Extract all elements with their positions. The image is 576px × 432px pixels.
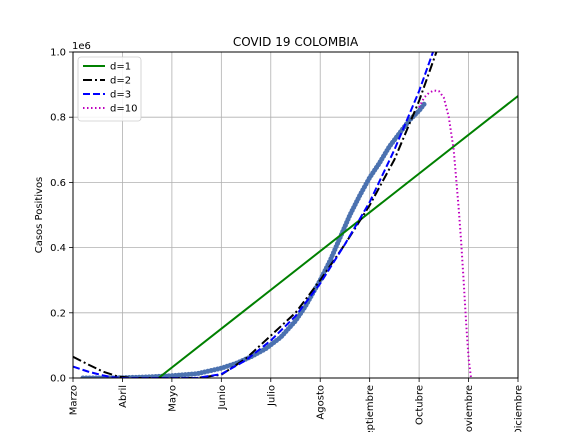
- x-tick-label: Agosto: [316, 385, 327, 420]
- y-axis: 0.0 0.2 0.4 0.6 0.8 1.0: [50, 48, 73, 385]
- x-tick-label: Mayo: [167, 385, 178, 412]
- x-tick-label: Octubre: [415, 385, 426, 425]
- legend-box: [77, 56, 142, 122]
- observed-data-core: [82, 103, 425, 378]
- y-tick-label: 0.0: [50, 374, 66, 385]
- chart-title: COVID 19 COLOMBIA: [233, 35, 359, 49]
- plot-area: [73, 52, 518, 378]
- y-tick-label: 0.4: [50, 243, 66, 254]
- x-axis: Marzo Abril Mayo Junio Julio Agosto Septiembre…: [69, 378, 525, 432]
- x-tick-label: Julio: [266, 385, 277, 407]
- x-tick-label: Diciembre: [514, 385, 525, 432]
- x-tick-label: Junio: [217, 385, 228, 411]
- y-tick-label: 1.0: [50, 48, 66, 59]
- series-line-d-3: [73, 52, 434, 378]
- x-tick-label: Abril: [118, 385, 129, 408]
- legend: d=1 d=2 d=3 d=10: [77, 56, 142, 122]
- series-line-d-2: [73, 52, 438, 378]
- y-tick-label: 0.8: [50, 113, 66, 124]
- series-line-d-10: [418, 89, 472, 378]
- legend-label: d=2: [110, 76, 131, 87]
- series-line-d-1: [157, 95, 518, 378]
- x-tick-label: Noviembre: [464, 385, 475, 432]
- legend-label: d=1: [110, 62, 131, 73]
- legend-label: d=3: [110, 90, 131, 101]
- legend-label: d=10: [110, 104, 137, 115]
- y-offset-text: 1e6: [72, 41, 91, 52]
- x-tick-label: Septiembre: [365, 385, 376, 432]
- y-tick-label: 0.6: [50, 178, 66, 189]
- y-axis-label: Casos Positivos: [34, 177, 45, 254]
- plot-frame: [72, 51, 519, 379]
- x-tick-label: Marzo: [69, 385, 80, 415]
- y-tick-label: 0.2: [50, 308, 66, 319]
